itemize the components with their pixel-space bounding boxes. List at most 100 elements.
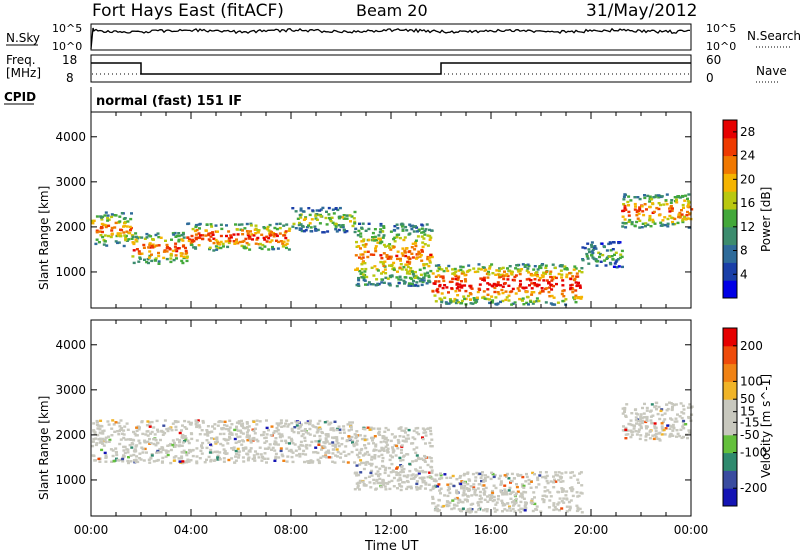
velocity-cell (285, 419, 289, 422)
power-cell (263, 245, 267, 248)
velocity-cell (320, 445, 324, 448)
velocity-cell (241, 446, 245, 450)
velocity-cell (384, 466, 388, 470)
velocity-cell (198, 433, 202, 436)
power-cell (247, 243, 251, 246)
velocity-cell (571, 488, 575, 491)
power-cell (396, 257, 399, 261)
velocity-cell (429, 429, 433, 433)
power-cell (407, 284, 411, 287)
velocity-cell (337, 425, 341, 428)
power-cell (573, 296, 577, 299)
power-cell (539, 266, 543, 270)
velocity-cell (320, 448, 323, 451)
velocity-cell (527, 482, 531, 485)
velocity-cell (314, 446, 318, 449)
power-cell (361, 243, 365, 247)
velocity-cell (91, 440, 95, 443)
power-cell (395, 254, 399, 258)
velocity-cell (579, 491, 583, 494)
power-cell (313, 225, 317, 228)
power-cell (514, 274, 518, 277)
velocity-cell (415, 454, 419, 457)
velocity-cell (300, 423, 303, 426)
velocity-cell (648, 430, 652, 433)
power-cell (273, 233, 277, 236)
velocity-cell (301, 452, 305, 456)
velocity-cell (625, 403, 629, 406)
power-cell (356, 234, 360, 237)
velocity-cell (165, 451, 169, 454)
power-cell (246, 232, 250, 235)
velocity-cell (408, 462, 412, 466)
power-cell (680, 209, 683, 212)
power-cell (240, 244, 244, 248)
velocity-cell (629, 429, 633, 432)
power-cell (612, 241, 616, 244)
velocity-cell (350, 435, 354, 439)
power-cell (414, 274, 418, 278)
power-cell (381, 236, 385, 239)
velocity-cell (233, 437, 237, 441)
power-cell (459, 268, 463, 271)
power-cell (375, 283, 379, 286)
power-cell (545, 279, 549, 282)
velocity-cell (310, 440, 314, 444)
velocity-cell (459, 484, 463, 488)
velocity-cell (185, 427, 189, 430)
velocity-cell (350, 450, 354, 454)
velocity-cell (364, 476, 368, 480)
velocity-cell (92, 437, 96, 441)
velocity-cell (400, 445, 404, 448)
velocity-cell (373, 435, 377, 438)
power-cell (682, 206, 685, 209)
velocity-cell (543, 490, 547, 493)
velocity-cell (131, 438, 135, 442)
power-cell (552, 296, 556, 299)
velocity-cell (170, 429, 174, 432)
velocity-cell (384, 445, 388, 448)
velocity-cell (375, 478, 379, 482)
power-cell (454, 274, 458, 278)
power-colorbar-swatch (723, 209, 737, 228)
velocity-cell (637, 428, 641, 431)
power-cell (198, 236, 202, 240)
power-cell (326, 230, 330, 233)
velocity-cell (316, 428, 320, 431)
power-cell (267, 229, 271, 232)
velocity-cell (183, 435, 187, 438)
power-cell (399, 259, 402, 262)
velocity-cell (130, 446, 134, 449)
velocity-cell (645, 419, 649, 422)
velocity-ytick-label: 4000 (55, 338, 86, 352)
velocity-cell (226, 438, 230, 441)
power-cell (470, 287, 474, 290)
power-cell (408, 276, 412, 280)
power-region-4 (353, 222, 434, 288)
velocity-cell (370, 474, 374, 477)
power-cell (400, 225, 404, 228)
velocity-cell (121, 460, 125, 463)
velocity-cell (567, 500, 571, 504)
velocity-cell (668, 427, 672, 430)
power-cell (415, 257, 418, 260)
velocity-cell (196, 421, 199, 424)
power-cell (459, 265, 463, 268)
power-cell (348, 214, 352, 217)
velocity-cell (684, 423, 688, 426)
power-cell (110, 213, 114, 216)
power-cell (132, 261, 136, 265)
power-cell (380, 281, 384, 284)
velocity-cell (459, 482, 463, 486)
power-cell (434, 280, 438, 283)
power-cell (512, 279, 516, 282)
power-cell (146, 258, 150, 261)
velocity-cell (428, 471, 432, 474)
power-cell (254, 242, 258, 245)
power-cell (388, 246, 392, 249)
velocity-cell (674, 417, 678, 420)
power-cell (553, 266, 557, 270)
velocity-cell (576, 478, 580, 481)
velocity-cell (200, 444, 203, 447)
